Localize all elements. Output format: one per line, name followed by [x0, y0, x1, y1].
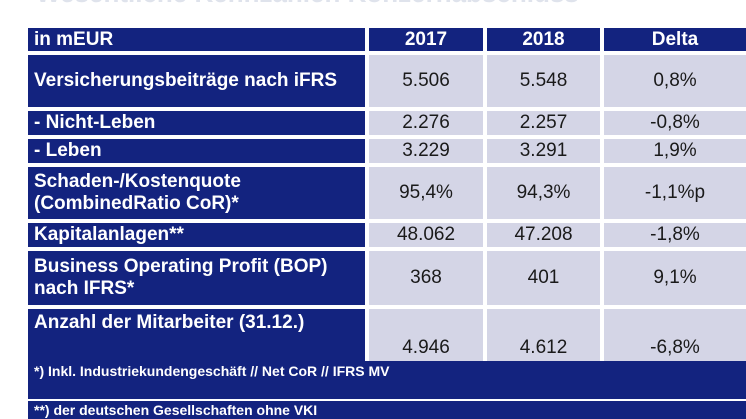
- row-non-life-2017: 2.276: [369, 111, 483, 135]
- row-investments-2018: 47.208: [487, 223, 600, 247]
- row-life-2017: 3.229: [369, 139, 483, 163]
- row-life-delta: 1,9%: [604, 139, 746, 163]
- row-non-life-delta: -0,8%: [604, 111, 746, 135]
- footnote-2: **) der deutschen Gesellschaften ohne VK…: [28, 401, 746, 419]
- row-label-combined-ratio: Schaden-/Kostenquote (CombinedRatio CoR)…: [28, 167, 365, 219]
- row-investments-2017: 48.062: [369, 223, 483, 247]
- row-premiums-delta: 0,8%: [604, 55, 746, 107]
- header-2018: 2018: [487, 28, 600, 51]
- row-label-non-life: - Nicht-Leben: [28, 111, 365, 135]
- row-investments-delta: -1,8%: [604, 223, 746, 247]
- row-combined-ratio-delta: -1,1%p: [604, 167, 746, 219]
- row-combined-ratio-2017: 95,4%: [369, 167, 483, 219]
- row-employees-delta: -6,8%: [604, 309, 746, 361]
- row-bop-delta: 9,1%: [604, 251, 746, 305]
- key-figures-table: in mEUR 2017 2018 Delta Versicherungsbei…: [28, 28, 746, 419]
- row-life-2018: 3.291: [487, 139, 600, 163]
- row-label-employees: Anzahl der Mitarbeiter (31.12.): [28, 309, 365, 361]
- row-employees-2018: 4.612: [487, 309, 600, 361]
- row-label-life: - Leben: [28, 139, 365, 163]
- row-non-life-2018: 2.257: [487, 111, 600, 135]
- row-label-investments: Kapitalanlagen**: [28, 223, 365, 247]
- row-bop-2017: 368: [369, 251, 483, 305]
- row-combined-ratio-2018: 94,3%: [487, 167, 600, 219]
- footnote-1: *) Inkl. Industriekundengeschäft // Net …: [28, 361, 746, 399]
- header-delta: Delta: [604, 28, 746, 51]
- row-label-premiums: Versicherungsbeiträge nach iFRS: [28, 55, 365, 107]
- row-premiums-2018: 5.548: [487, 55, 600, 107]
- cropped-slide-title: Wesentliche Kennzahlen Konzernabschluss: [36, 0, 579, 8]
- row-employees-2017: 4.946: [369, 309, 483, 361]
- header-unit-label: in mEUR: [28, 28, 365, 51]
- header-2017: 2017: [369, 28, 483, 51]
- row-premiums-2017: 5.506: [369, 55, 483, 107]
- row-bop-2018: 401: [487, 251, 600, 305]
- row-label-bop: Business Operating Profit (BOP) nach IFR…: [28, 251, 365, 305]
